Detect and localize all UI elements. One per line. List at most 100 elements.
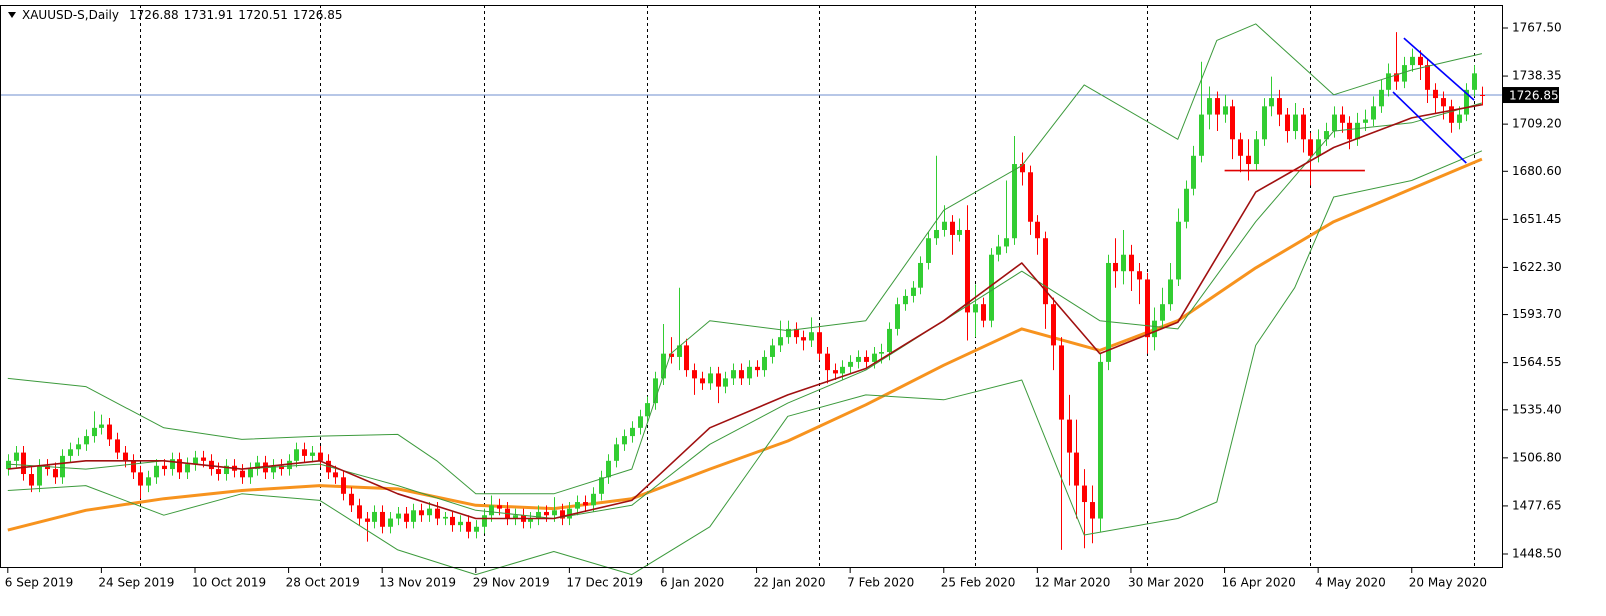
candle-body — [138, 472, 143, 486]
candle-body — [1480, 94, 1485, 96]
candle-body — [942, 221, 947, 230]
high-value: 1731.91 — [184, 8, 234, 22]
candle-body — [1355, 122, 1360, 140]
candle-body — [731, 370, 736, 379]
candle-body — [1433, 89, 1438, 99]
candle-body — [583, 502, 588, 506]
y-tick-label: 1564.55 — [1512, 355, 1562, 369]
candle-body — [1152, 320, 1157, 338]
y-tick-label: 1767.50 — [1512, 21, 1562, 35]
candle-body — [1418, 56, 1423, 66]
x-tick-label: 30 Mar 2020 — [1128, 576, 1204, 590]
candle-body — [848, 361, 853, 367]
candle-body — [957, 229, 962, 235]
x-tick-label: 28 Oct 2019 — [286, 576, 360, 590]
candle-body — [1067, 419, 1072, 453]
candle-body — [778, 337, 783, 346]
candle-body — [1347, 122, 1352, 140]
candle-body — [606, 460, 611, 478]
candle-body — [1332, 114, 1337, 132]
candle-body — [1113, 262, 1118, 272]
candle-body — [1082, 485, 1087, 503]
candle-body — [310, 452, 315, 456]
candle-body — [443, 516, 448, 519]
candle-body — [575, 502, 580, 509]
candle-body — [552, 510, 557, 516]
candle-body — [458, 521, 463, 526]
candle-body — [92, 427, 97, 437]
trend-line — [1392, 91, 1467, 164]
candle-body — [677, 345, 682, 357]
candle-body — [1106, 262, 1111, 362]
candle-body — [357, 505, 362, 519]
candle-body — [1262, 106, 1267, 140]
candle-body — [599, 477, 604, 494]
candle-body — [482, 515, 487, 527]
candle-body — [684, 345, 689, 371]
candle-body — [614, 444, 619, 461]
current-price-box — [1503, 87, 1559, 104]
candle-body — [1145, 279, 1150, 338]
candle-body — [513, 515, 518, 519]
candle-body — [864, 356, 869, 362]
candle-body — [1371, 106, 1376, 120]
candle-body — [68, 449, 73, 456]
candle-body — [1324, 131, 1329, 140]
candle-body — [692, 370, 697, 379]
candle-body — [294, 449, 299, 461]
candle-body — [794, 328, 799, 338]
candle-body — [1207, 98, 1212, 115]
candle-body — [201, 457, 206, 461]
candle-body — [302, 449, 307, 456]
candle-body — [419, 510, 424, 516]
candle-body — [638, 416, 643, 428]
candle-body — [497, 505, 502, 509]
candle-body — [1402, 65, 1407, 82]
candle-body — [996, 246, 1001, 255]
candle-body — [872, 353, 877, 362]
candle-body — [248, 469, 253, 478]
candle-body — [1277, 98, 1282, 115]
candle-body — [856, 356, 861, 362]
x-tick-label: 24 Sep 2019 — [98, 576, 174, 590]
candle-body — [216, 469, 221, 475]
candle-body — [341, 477, 346, 494]
candle-body — [544, 511, 549, 516]
x-tick-label: 20 May 2020 — [1409, 576, 1487, 590]
y-tick-label: 1680.60 — [1512, 164, 1562, 178]
candle-body — [926, 238, 931, 263]
chart-title: XAUUSD-S,Daily — [22, 8, 119, 22]
candle-body — [1012, 164, 1017, 239]
candle-body — [1051, 304, 1056, 346]
candle-body — [1199, 114, 1204, 156]
chart-header: XAUUSD-S,Daily 1726.88 1731.91 1720.51 1726.… — [22, 8, 342, 22]
x-tick-label: 6 Sep 2019 — [5, 576, 73, 590]
candle-body — [349, 493, 354, 506]
candle-body — [1098, 361, 1103, 519]
candle-body — [177, 459, 182, 473]
candle-body — [60, 455, 65, 478]
y-tick-label: 1535.40 — [1512, 402, 1562, 416]
y-tick-label: 1709.20 — [1512, 117, 1562, 131]
candle-body — [825, 353, 830, 371]
x-tick-label: 16 Apr 2020 — [1222, 576, 1296, 590]
candle-body — [1254, 139, 1259, 165]
candle-body — [1425, 65, 1430, 90]
candle-body — [622, 436, 627, 445]
y-tick-label: 1651.45 — [1512, 212, 1562, 226]
candle-body — [645, 403, 650, 417]
candle-body — [536, 511, 541, 519]
candle-body — [528, 518, 533, 522]
candle-body — [1004, 238, 1009, 247]
candle-body — [1379, 89, 1384, 107]
candle-body — [287, 460, 292, 470]
menu-arrow[interactable] — [8, 12, 16, 18]
candle-body — [1223, 106, 1228, 115]
candle-body — [1215, 98, 1220, 115]
candle-body — [1293, 114, 1298, 132]
candle-body — [1394, 73, 1399, 82]
candle-body — [934, 229, 939, 239]
candle-body — [630, 427, 635, 437]
